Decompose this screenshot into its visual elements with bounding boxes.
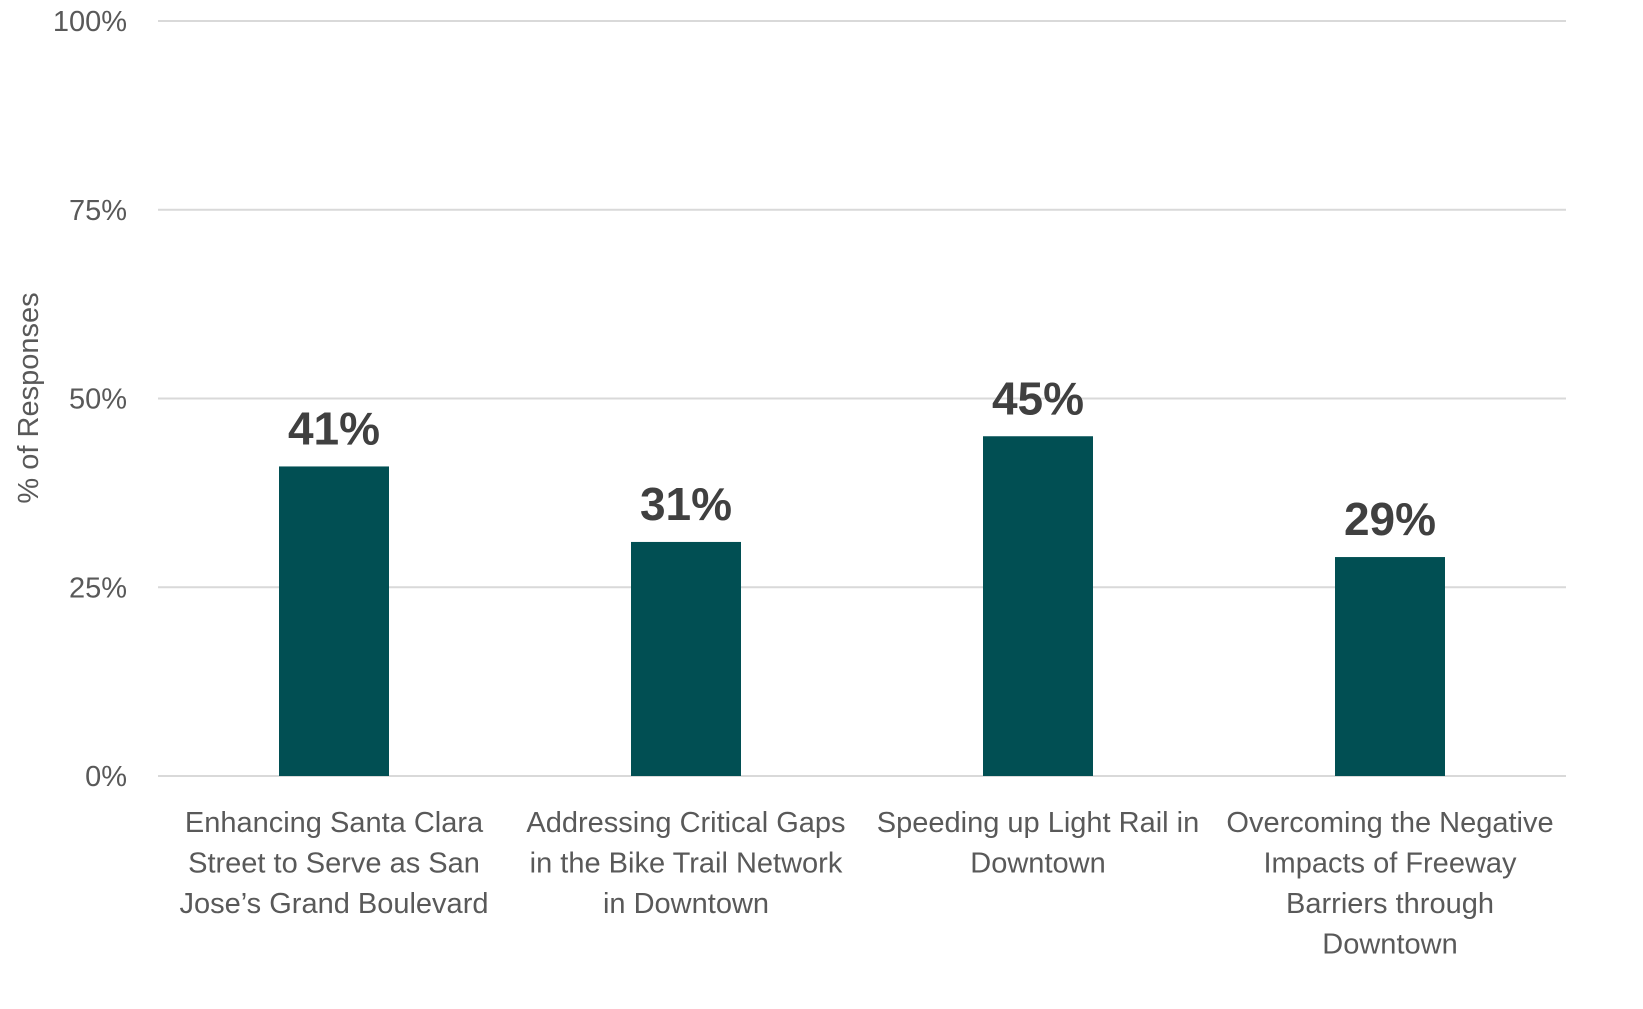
data-label: 29%: [1344, 493, 1436, 545]
y-axis-ticks: 0% 25% 50% 75% 100%: [53, 6, 127, 793]
x-axis-categories: Enhancing Santa Clara Street to Serve as …: [180, 807, 1554, 961]
bar: [279, 466, 389, 776]
data-label: 41%: [288, 402, 380, 454]
y-tick-label: 100%: [53, 6, 127, 38]
bar: [983, 436, 1093, 776]
data-label: 45%: [992, 372, 1084, 424]
category-label: Enhancing Santa Clara Street to Serve as …: [180, 807, 489, 920]
bars: [279, 436, 1445, 776]
category-label: Speeding up Light Rail in Downtown: [877, 807, 1199, 880]
category-label: Overcoming the Negative Impacts of Freewa…: [1226, 807, 1553, 961]
category-label: Addressing Critical Gaps in the Bike Trai…: [526, 807, 845, 920]
y-tick-label: 0%: [85, 761, 127, 793]
y-tick-label: 75%: [69, 195, 127, 227]
y-tick-label: 25%: [69, 572, 127, 604]
bar: [1335, 557, 1445, 776]
data-labels: 41% 31% 45% 29%: [288, 372, 1436, 545]
gridlines: [158, 20, 1566, 777]
bar: [631, 541, 741, 776]
y-tick-label: 50%: [69, 384, 127, 416]
data-label: 31%: [640, 478, 732, 530]
y-axis-title: % of Responses: [13, 292, 45, 503]
